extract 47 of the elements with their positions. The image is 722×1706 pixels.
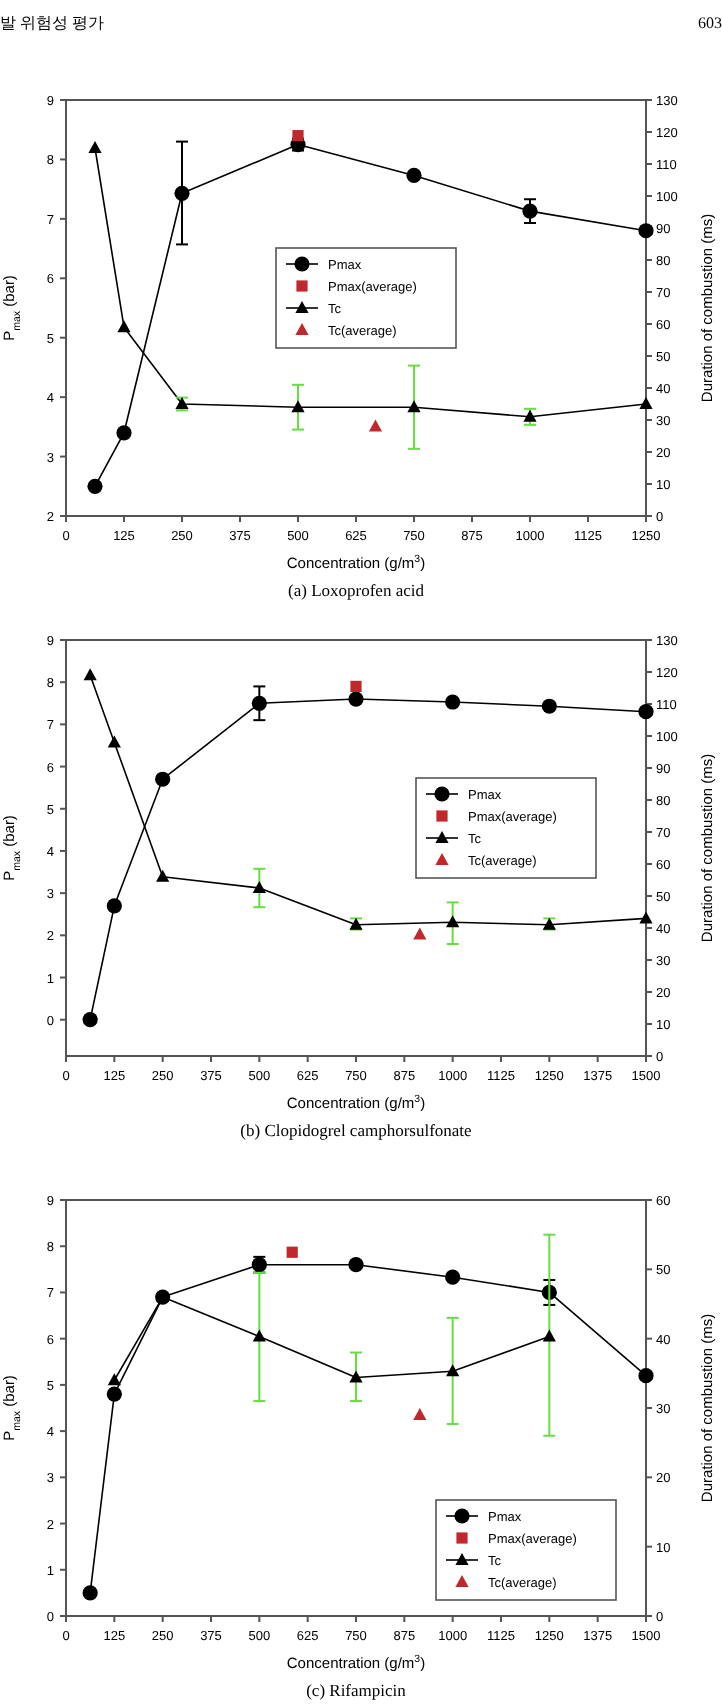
point: [348, 691, 364, 707]
point: [106, 1386, 122, 1402]
point: [82, 1012, 98, 1028]
point: [88, 141, 102, 153]
point: [348, 1257, 364, 1273]
point: [251, 695, 267, 711]
point: [83, 668, 97, 681]
point: [638, 1368, 654, 1384]
point: [413, 1407, 427, 1420]
point: [541, 698, 557, 714]
point: [291, 400, 305, 413]
point: [407, 400, 421, 413]
point: [445, 694, 461, 710]
point: [523, 409, 537, 422]
point: [286, 1246, 298, 1258]
text: 603: [698, 14, 722, 32]
point: [368, 419, 383, 432]
text: (b) Clopidogrel camphorsulfonate: [240, 1120, 473, 1140]
point: [522, 203, 538, 219]
text: (c) Rifampicin: [306, 1680, 408, 1700]
point: [174, 185, 190, 201]
point: [156, 869, 170, 882]
point: [107, 1373, 121, 1386]
point: [252, 881, 266, 893]
point: [639, 911, 653, 924]
point: [446, 915, 460, 928]
point: [446, 1364, 460, 1377]
point: [87, 478, 103, 494]
point: [542, 1329, 556, 1342]
point: [638, 704, 654, 720]
text: 발 위험성 평가: [0, 14, 104, 32]
point: [117, 320, 131, 333]
point: [116, 425, 132, 441]
point: [292, 130, 304, 142]
text: (a) Loxoprofen acid: [288, 580, 426, 600]
point: [413, 927, 427, 940]
point: [639, 397, 653, 409]
point: [82, 1585, 98, 1601]
point: [106, 898, 122, 914]
point: [349, 1370, 363, 1383]
point: [252, 1329, 266, 1342]
point: [107, 735, 121, 748]
point: [350, 680, 362, 693]
point: [406, 167, 422, 184]
point: [445, 1269, 461, 1285]
point: [638, 223, 654, 239]
point: [155, 771, 171, 787]
